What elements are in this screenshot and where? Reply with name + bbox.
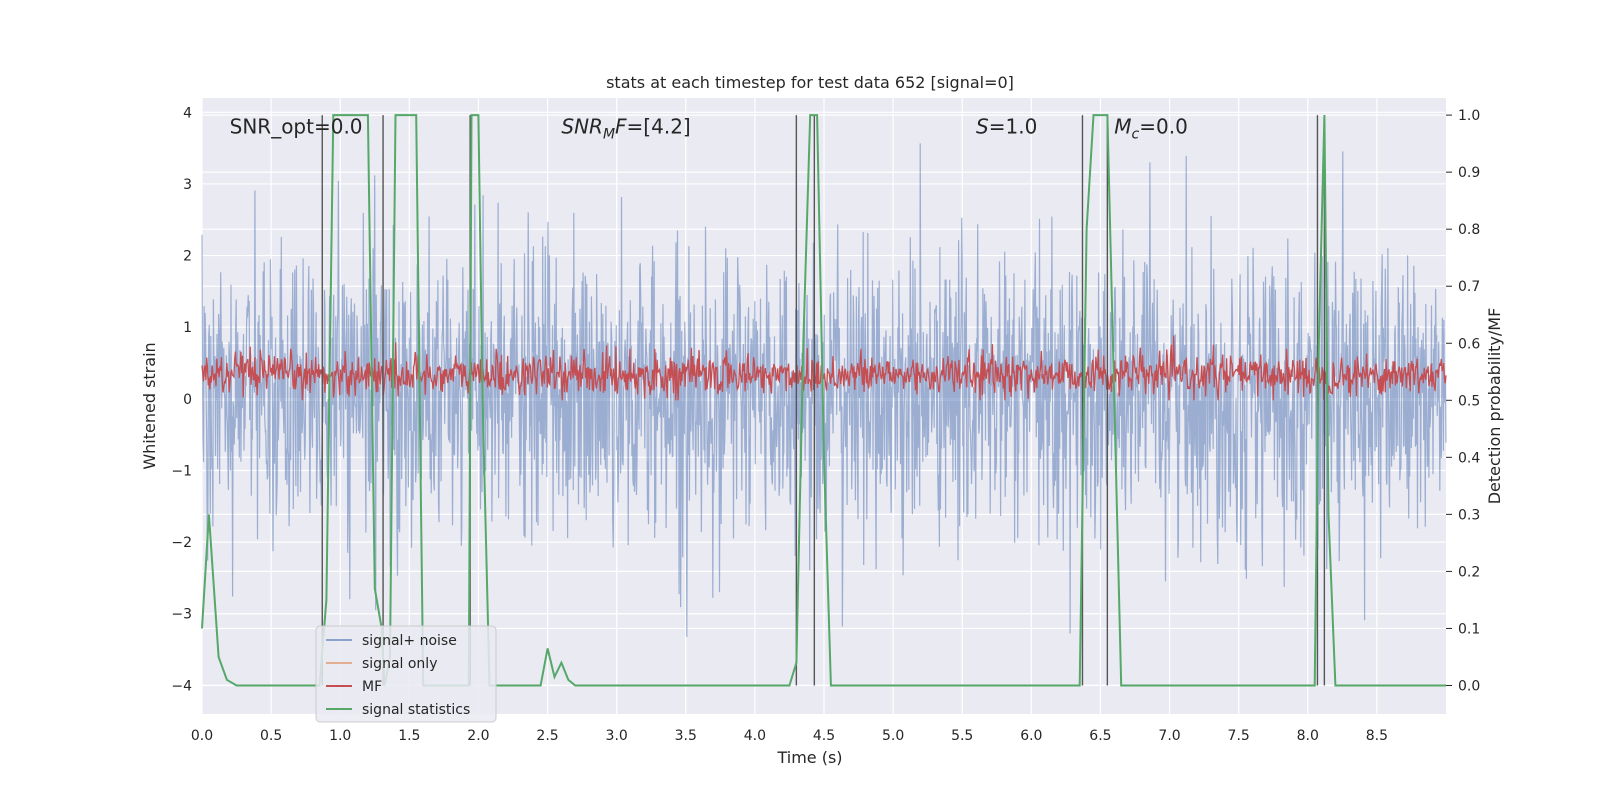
y2-tick-label: 0.8 bbox=[1458, 222, 1480, 238]
y-tick-label: −2 bbox=[171, 535, 192, 551]
y-tick-label: −1 bbox=[171, 463, 192, 479]
y-tick-label: 4 bbox=[183, 105, 192, 121]
y-tick-label: −4 bbox=[171, 678, 192, 694]
x-tick-label: 6.0 bbox=[1020, 728, 1042, 744]
y2-tick-label: 0.7 bbox=[1458, 279, 1480, 295]
signal-noise-line bbox=[201, 143, 1447, 638]
y2-tick-label: 0.1 bbox=[1458, 621, 1480, 637]
x-tick-label: 5.5 bbox=[951, 728, 973, 744]
y2-tick-label: 0.4 bbox=[1458, 450, 1480, 466]
x-tick-label: 0.5 bbox=[260, 728, 282, 744]
y-axis-label: Whitened strain bbox=[140, 342, 159, 469]
legend: signal+ noise signal only MF signal statist… bbox=[315, 625, 497, 723]
x-tick-label: 2.0 bbox=[467, 728, 489, 744]
y2-axis-label: Detection probability/MF bbox=[1485, 308, 1504, 505]
signal-noise-series bbox=[201, 143, 1447, 638]
legend-label: signal statistics bbox=[362, 702, 470, 718]
chart-title: stats at each timestep for test data 652… bbox=[606, 73, 1014, 92]
legend-label: signal+ noise bbox=[362, 633, 457, 649]
x-axis-label: Time (s) bbox=[776, 748, 842, 767]
y2-tick-label: 0.2 bbox=[1458, 564, 1480, 580]
annotations: SNR_opt=0.0 SNRMF=[4.2] S=1.0 Mc=0.0 bbox=[230, 115, 1188, 143]
y2-tick-label: 0.0 bbox=[1458, 678, 1480, 694]
x-tick-label: 7.0 bbox=[1158, 728, 1180, 744]
x-tick-label: 5.0 bbox=[882, 728, 904, 744]
x-axis-ticks: 0.0 0.5 1.0 1.5 2.0 2.5 3.0 3.5 4.0 4.5 5.0 5.5 6.0 6… bbox=[191, 728, 1388, 744]
x-tick-label: 1.0 bbox=[329, 728, 351, 744]
x-tick-label: 7.5 bbox=[1228, 728, 1250, 744]
y-tick-label: 1 bbox=[183, 320, 192, 336]
mf-series bbox=[201, 335, 1447, 401]
x-tick-label: 0.0 bbox=[191, 728, 213, 744]
y2-tick-label: 0.3 bbox=[1458, 507, 1480, 523]
y-tick-label: 3 bbox=[183, 177, 192, 193]
x-tick-label: 1.5 bbox=[398, 728, 420, 744]
y2-tick-label: 0.5 bbox=[1458, 393, 1480, 409]
y-axis-ticks: −4 −3 −2 −1 0 1 2 3 4 bbox=[171, 105, 192, 694]
y2-tick-label: 0.6 bbox=[1458, 336, 1480, 352]
y2-tick-label: 1.0 bbox=[1458, 108, 1480, 124]
x-tick-label: 4.0 bbox=[744, 728, 766, 744]
annotation-text: Mc=0.0 bbox=[1114, 115, 1188, 143]
x-tick-label: 8.0 bbox=[1297, 728, 1319, 744]
x-tick-label: 2.5 bbox=[536, 728, 558, 744]
annotation-text: SNR_opt=0.0 bbox=[230, 115, 363, 139]
annotation-text: SNRMF=[4.2] bbox=[561, 115, 690, 143]
x-tick-label: 4.5 bbox=[813, 728, 835, 744]
legend-box bbox=[315, 625, 497, 723]
legend-label: signal only bbox=[362, 656, 437, 672]
y2-axis-ticks: 0.0 0.1 0.2 0.3 0.4 0.5 0.6 0.7 0.8 0.9 1.0 bbox=[1446, 108, 1480, 694]
x-tick-label: 8.5 bbox=[1366, 728, 1388, 744]
y-tick-label: 2 bbox=[183, 249, 192, 265]
y-tick-label: −3 bbox=[171, 607, 192, 623]
signal-statistics-line bbox=[201, 114, 1446, 687]
mf-line bbox=[201, 335, 1447, 401]
y2-tick-label: 0.9 bbox=[1458, 165, 1480, 181]
x-tick-label: 3.0 bbox=[606, 728, 628, 744]
y-tick-label: 0 bbox=[183, 392, 192, 408]
x-tick-label: 3.5 bbox=[675, 728, 697, 744]
annotation-text: S=1.0 bbox=[976, 115, 1037, 139]
x-tick-label: 6.5 bbox=[1089, 728, 1111, 744]
signal-statistics-series bbox=[201, 114, 1446, 687]
legend-label: MF bbox=[362, 679, 382, 695]
